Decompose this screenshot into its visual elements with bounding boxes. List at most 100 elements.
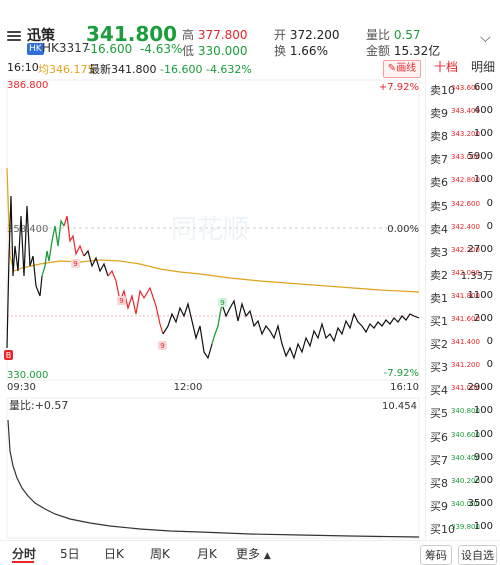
price-line-rebound: [211, 303, 223, 345]
ask-row[interactable]: 卖7 343.000 5900: [426, 148, 500, 168]
tab-intraday[interactable]: 分时: [12, 547, 37, 561]
order-level-label: 买7: [430, 453, 448, 467]
high-cell: 高 377.800: [182, 26, 247, 43]
draw-line-button[interactable]: ✎画线: [383, 60, 421, 78]
bid-row[interactable]: 买9 340.000 3500: [426, 495, 500, 515]
stock-code: HK3317: [42, 41, 90, 55]
svg-text:9: 9: [160, 342, 164, 350]
bid-row[interactable]: 买6 340.600 100: [426, 426, 500, 446]
order-price: 341.600: [451, 315, 480, 323]
open-value: 372.200: [289, 28, 340, 42]
order-volume: 0: [486, 197, 493, 209]
marker-9-c[interactable]: 9: [158, 341, 167, 350]
bid-row[interactable]: 买4 341.000 2900: [426, 379, 500, 399]
ask-row[interactable]: 卖4 342.400 0: [426, 218, 500, 238]
order-level-label: 卖3: [430, 245, 448, 259]
marker-9-b[interactable]: 9: [117, 296, 126, 305]
ask-row[interactable]: 卖6 342.800 100: [426, 171, 500, 191]
market-badge: HK: [27, 43, 44, 55]
order-level-label: 卖2: [430, 268, 448, 282]
high-label: 高: [182, 28, 195, 42]
volume-ratio-chart[interactable]: 量比:+0.57 10.454: [0, 396, 424, 540]
current-price: 341.800: [86, 22, 178, 46]
more-icon[interactable]: ⌵: [480, 30, 491, 46]
order-volume: 1.33万: [460, 270, 493, 282]
ask-row[interactable]: 卖2 342.000 1.33万: [426, 264, 500, 284]
order-price: 342.600: [451, 199, 480, 208]
watermark: 同花顺: [171, 215, 249, 245]
change-percent: -4.63%: [139, 42, 183, 56]
order-price: 342.000: [451, 268, 480, 277]
order-level-label: 卖1: [430, 291, 448, 305]
order-volume: 900: [473, 451, 493, 463]
change-value: -16.600: [86, 42, 133, 56]
order-volume: 100: [473, 174, 493, 186]
bid-row[interactable]: 买8 340.200 200: [426, 472, 500, 492]
top-price-label: 386.800: [7, 80, 48, 91]
order-level-label: 买9: [430, 499, 448, 513]
order-price: 339.800: [451, 522, 480, 531]
tab-daily-k[interactable]: 日K: [104, 547, 124, 561]
order-price: 340.000: [451, 499, 480, 508]
bid-row[interactable]: 买7 340.400 900: [426, 449, 500, 469]
quote-header: 迅策 HK HK3317 341.800 -16.600 -4.63% 高 37…: [0, 0, 500, 60]
order-price: 341.000: [451, 384, 480, 393]
order-volume: 100: [473, 128, 493, 140]
draw-line-label: 画线: [396, 63, 417, 74]
add-watchlist-button[interactable]: 设自选: [458, 545, 497, 565]
volume-max-label: 10.454: [382, 401, 417, 412]
bid-row[interactable]: 买3 341.200 0: [426, 356, 500, 376]
tab-ten-level[interactable]: 十档: [434, 60, 459, 74]
buy-marker-open[interactable]: B: [4, 350, 13, 360]
latest-value: 341.800: [111, 63, 157, 76]
svg-text:B: B: [6, 351, 12, 360]
ask-row[interactable]: 卖9 343.400 400: [426, 102, 500, 122]
svg-text:9: 9: [73, 260, 77, 268]
volume-frame: [6, 397, 420, 539]
ask-row[interactable]: 卖5 342.600 0: [426, 195, 500, 215]
bid-row[interactable]: 买2 341.400 0: [426, 333, 500, 353]
triangle-up-icon: ▲: [263, 551, 271, 561]
order-price: 340.200: [451, 476, 480, 485]
bid-row[interactable]: 买10 339.800 100: [426, 518, 500, 538]
order-volume: 0: [486, 336, 493, 348]
intraday-chart[interactable]: 同花顺 386.800 +7.92% 358.400 0.00% 330.000…: [0, 76, 424, 396]
order-price: 343.000: [451, 153, 480, 162]
order-level-label: 卖7: [430, 153, 448, 167]
order-volume: 600: [473, 82, 493, 93]
ask-row[interactable]: 卖8 343.200 100: [426, 125, 500, 145]
order-level-label: 买4: [430, 384, 448, 398]
tab-5day[interactable]: 5日: [60, 547, 80, 561]
order-level-label: 买1: [430, 315, 448, 328]
tab-weekly-k[interactable]: 周K: [150, 547, 170, 561]
order-volume: 100: [473, 520, 493, 532]
latest-cell: 最新341.800 -16.600 -4.632%: [89, 61, 252, 77]
order-price: 340.400: [451, 453, 480, 462]
tab-more[interactable]: 更多 ▲: [236, 545, 271, 562]
bid-row[interactable]: 买5 340.800 100: [426, 402, 500, 422]
active-tab-indicator: [12, 561, 34, 563]
tab-monthly-k[interactable]: 月K: [197, 547, 217, 561]
order-level-label: 买6: [430, 430, 448, 444]
marker-9-a[interactable]: 9: [71, 259, 80, 268]
ask-row[interactable]: 卖1 341.800 1100: [426, 287, 500, 307]
tab-detail[interactable]: 明细: [471, 60, 496, 74]
top-pct-label: +7.92%: [379, 82, 419, 93]
order-level-label: 卖4: [430, 222, 448, 236]
ask-row[interactable]: 卖10 343.600 600: [426, 79, 500, 99]
chips-button[interactable]: 筹码: [420, 545, 452, 565]
bottom-pct-label: -7.92%: [384, 368, 419, 379]
marker-9-d[interactable]: 9: [218, 298, 227, 307]
order-book-panel: 十档 明细 卖10 343.600 600 卖9 343.400 400 卖8 343.200…: [425, 56, 500, 541]
order-volume: 5900: [467, 151, 493, 163]
time-start-label: 09:30: [7, 382, 36, 393]
order-volume: 400: [473, 105, 493, 117]
menu-icon[interactable]: [7, 31, 21, 41]
price-line-afternoon: [221, 299, 420, 360]
ask-row[interactable]: 卖3 342.200 2700: [426, 241, 500, 261]
bid-row[interactable]: 买1 341.600 200: [426, 310, 500, 330]
order-volume: 0: [486, 359, 493, 371]
bottom-price-label: 330.000: [7, 370, 48, 381]
price-line-peak: [63, 215, 85, 257]
low-cell: 低 330.000: [182, 42, 247, 59]
